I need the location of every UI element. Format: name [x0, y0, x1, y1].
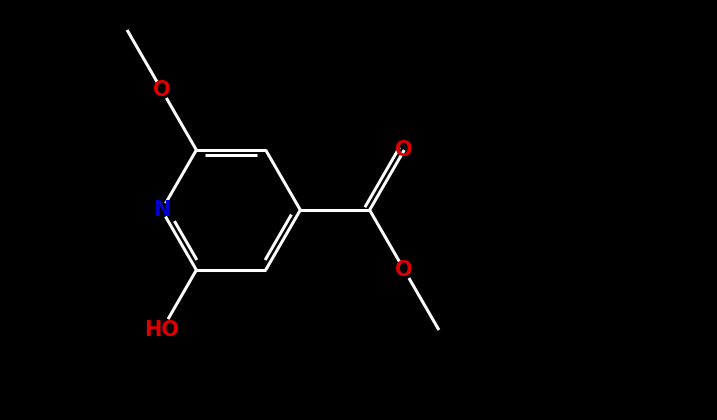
Text: HO: HO — [144, 320, 179, 340]
Text: O: O — [396, 140, 413, 160]
Text: O: O — [396, 260, 413, 280]
Text: N: N — [153, 200, 171, 220]
Text: O: O — [153, 80, 171, 100]
